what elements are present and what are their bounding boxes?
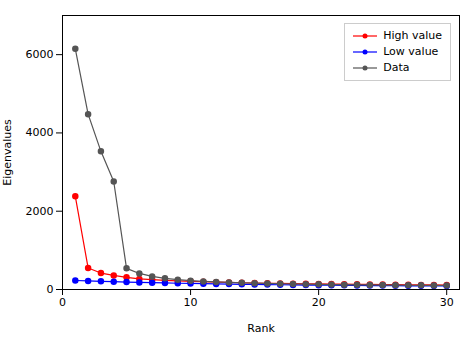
svg-text:0: 0 bbox=[59, 296, 66, 309]
svg-text:Eigenvalues: Eigenvalues bbox=[1, 119, 14, 186]
svg-text:Rank: Rank bbox=[247, 322, 275, 335]
svg-text:20: 20 bbox=[312, 296, 326, 309]
svg-text:4000: 4000 bbox=[26, 126, 54, 139]
svg-text:10: 10 bbox=[184, 296, 198, 309]
svg-text:30: 30 bbox=[440, 296, 454, 309]
svg-text:0: 0 bbox=[47, 283, 54, 296]
html-text:High value: High value bbox=[383, 29, 442, 42]
html-text:Data: Data bbox=[383, 61, 410, 74]
html-text:Low value: Low value bbox=[383, 45, 439, 58]
svg-text:2000: 2000 bbox=[26, 205, 54, 218]
svg-text:6000: 6000 bbox=[26, 48, 54, 61]
